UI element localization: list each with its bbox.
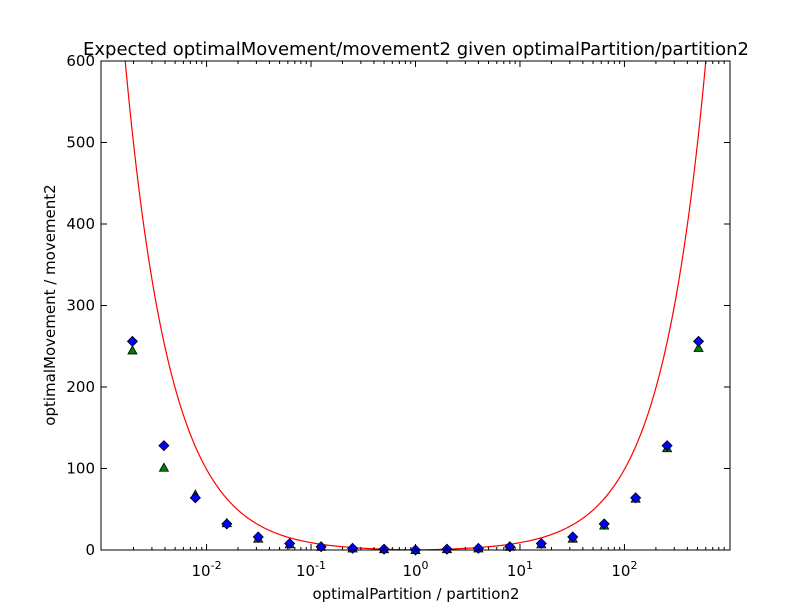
x-tick-label: 10-2 [192,559,222,580]
y-tick-label: 100 [66,460,95,478]
plot-frame [100,60,731,551]
triangle-point [158,462,170,472]
fit-curve-layer [124,61,707,550]
y-tick-label: 400 [66,215,95,233]
diamond-point [284,537,296,550]
x-tick-base: 10 [296,562,315,580]
diamond-point [692,335,705,347]
triangle-point [693,342,704,352]
x-tick-exponent: 0 [422,559,429,572]
x-tick-label: 101 [507,559,533,580]
y-tick-label: 0 [85,541,95,559]
diamond-point [189,492,201,504]
diamond-point [158,440,170,452]
x-tick-base: 10 [402,562,421,580]
diamond-point [567,531,579,543]
y-tick-label: 500 [66,134,95,152]
plot-area [101,61,730,550]
diamond-point [535,537,547,550]
x-tick-base: 10 [507,562,526,580]
diamond-point [598,518,610,530]
diamond-point [315,541,327,553]
diamond-point [630,492,642,504]
x-tick-label: 10-1 [296,559,326,580]
x-tick-base: 10 [611,562,630,580]
y-tick-label: 200 [66,378,95,396]
x-tick-label: 102 [611,559,637,580]
triangle-point [127,345,138,355]
x-tick-exponent: -1 [315,559,326,572]
y-tick-label: 300 [66,297,95,315]
diamond-point [252,531,264,543]
x-axis-label: optimalPartition / partition2 [312,585,519,603]
diamond-point [126,335,139,347]
fit-curve [124,61,707,550]
chart-title: Expected optimalMovement/movement2 given… [83,39,749,60]
y-tick-label: 600 [66,52,95,70]
diamond-point [347,542,359,554]
x-tick-base: 10 [192,562,211,580]
diamond-point [504,541,516,553]
y-ticks: 0 100 200 300 400 500 600 [66,52,730,559]
y-axis-label: optimalMovement / movement2 [41,184,59,425]
x-tick-exponent: 1 [526,559,533,572]
x-tick-label: 100 [402,559,428,580]
x-tick-exponent: -2 [211,559,222,572]
x-tick-exponent: 2 [630,559,637,572]
diamond-point [221,518,233,530]
diamond-point [661,440,673,452]
